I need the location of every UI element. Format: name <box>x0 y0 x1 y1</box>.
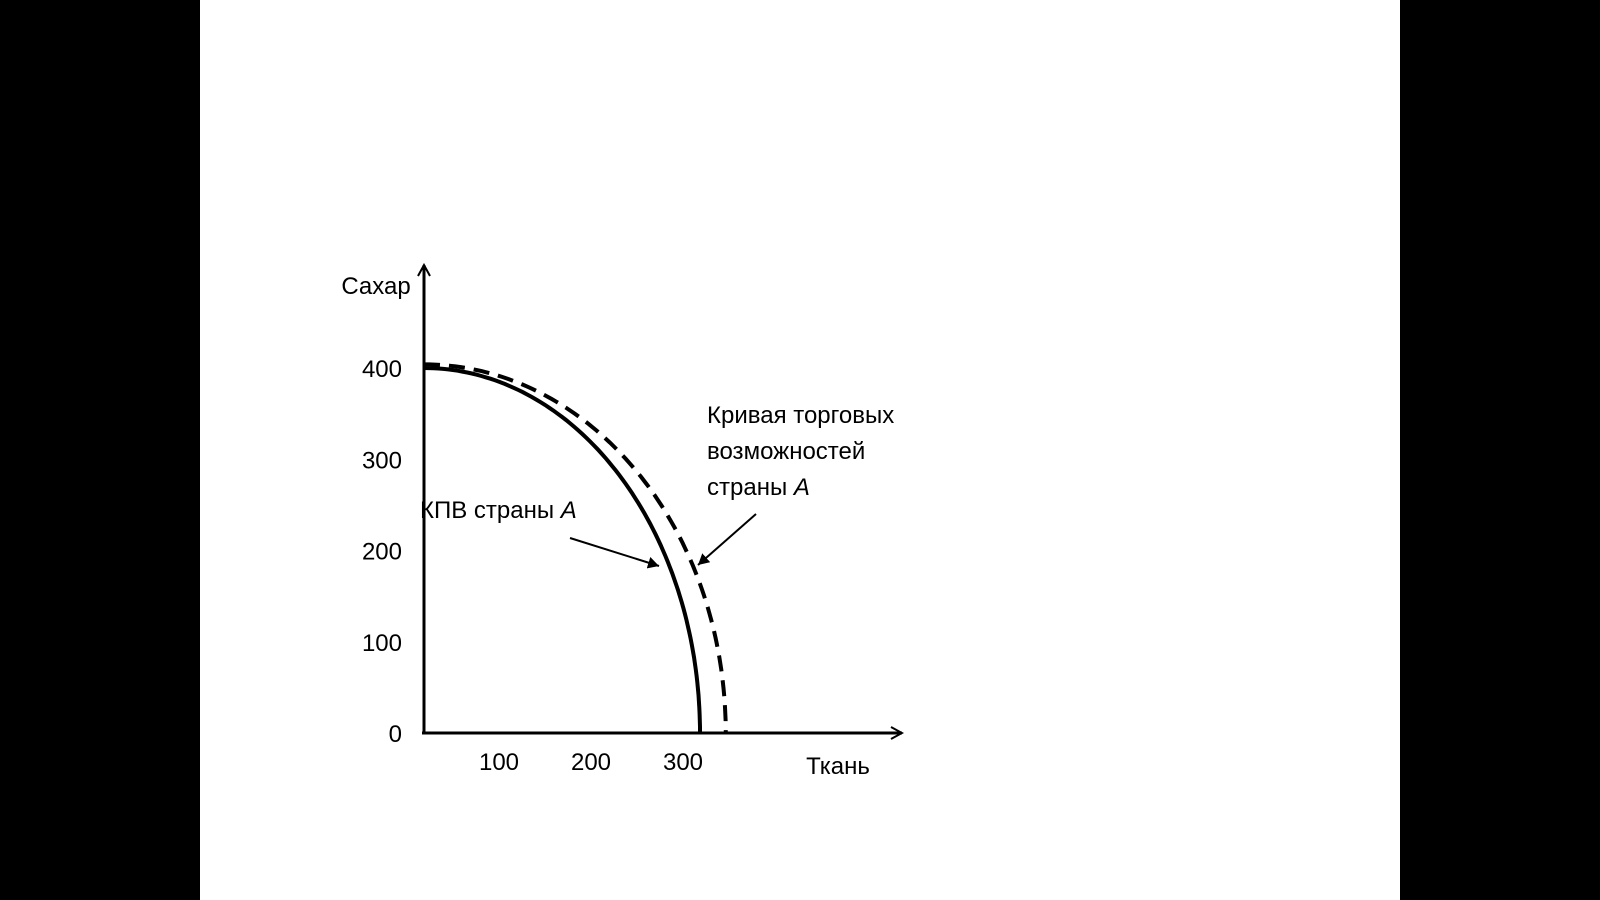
slide: Сахар Ткань 100 200 300 0 100 200 300 400 КПВ … <box>200 0 1400 900</box>
y-axis-title: Сахар <box>341 273 410 300</box>
trade-possibilities-curve <box>424 362 728 734</box>
y-tick-label: 200 <box>362 539 402 566</box>
ppf-annotation-arrow <box>569 537 660 569</box>
x-tick-label: 200 <box>571 749 611 776</box>
y-tick-label: 100 <box>362 630 402 657</box>
x-tick-label: 300 <box>663 749 703 776</box>
y-tick-labels: 0 100 200 300 400 <box>362 356 402 748</box>
trade-curve-annotation: Кривая торговых возможностей страны A <box>707 402 901 501</box>
trade-curve-annotation-arrow <box>697 513 757 566</box>
y-tick-label: 400 <box>362 356 402 383</box>
ppf-curve <box>423 366 702 733</box>
ppf-annotation: КПВ страны A <box>420 497 577 524</box>
x-axis-title: Ткань <box>806 753 870 780</box>
ppf-chart: Сахар Ткань 100 200 300 0 100 200 300 400 КПВ … <box>341 0 1400 780</box>
y-tick-label: 0 <box>389 721 402 748</box>
x-tick-labels: 100 200 300 <box>479 749 703 776</box>
y-tick-label: 300 <box>362 447 402 474</box>
x-tick-label: 100 <box>479 749 519 776</box>
